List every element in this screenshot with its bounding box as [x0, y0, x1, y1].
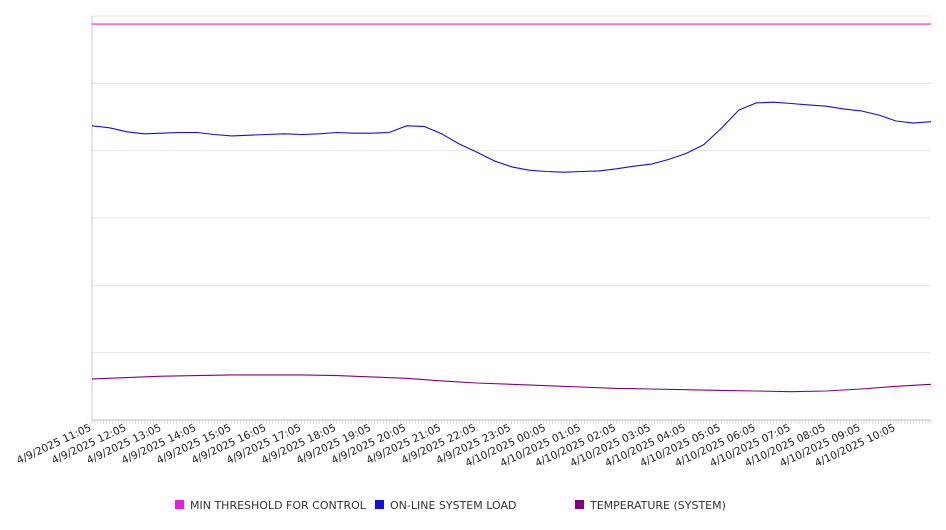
legend: MIN THRESHOLD FOR CONTROL ON-LINE SYSTEM …	[175, 499, 726, 512]
x-tick-labels: 4/9/2025 11:054/9/2025 12:054/9/2025 13:…	[15, 422, 897, 470]
grid-layer	[92, 15, 931, 354]
axis-layer	[91, 16, 932, 424]
legend-swatch	[175, 500, 184, 509]
legend-label: ON-LINE SYSTEM LOAD	[390, 499, 516, 512]
legend-label: TEMPERATURE (SYSTEM)	[589, 499, 726, 512]
series-line-3	[91, 374, 932, 393]
legend-swatch	[375, 500, 384, 509]
legend-label: MIN THRESHOLD FOR CONTROL	[190, 499, 367, 512]
series-line-2	[91, 101, 932, 173]
legend-swatch	[575, 500, 584, 509]
series-layer	[91, 23, 932, 393]
